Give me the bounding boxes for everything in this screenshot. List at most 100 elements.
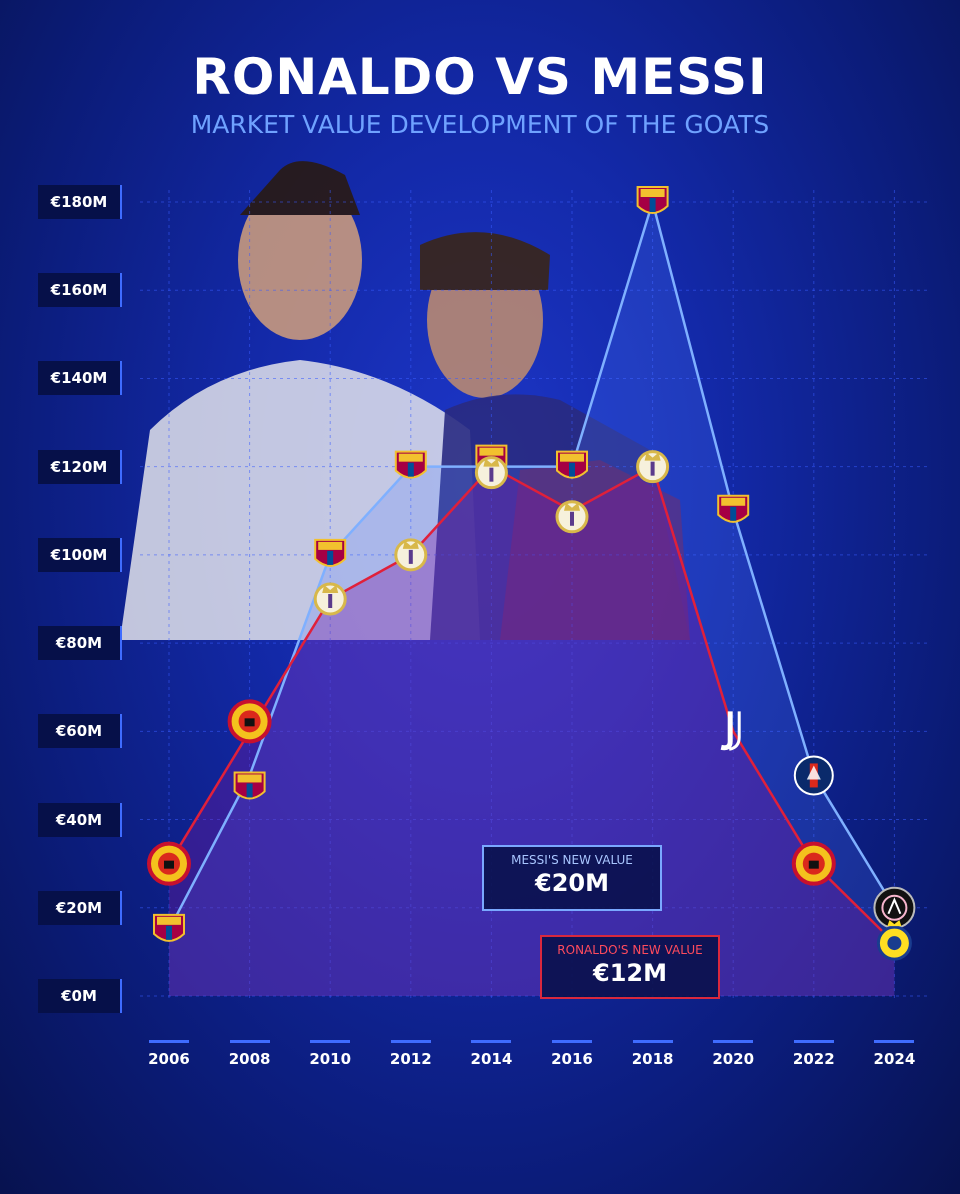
x-tick-mark <box>310 1040 351 1043</box>
inter-miami-inner <box>881 894 908 921</box>
real-madrid-band <box>408 549 413 564</box>
y-tick-label: €160M <box>38 273 122 308</box>
ronaldo-callout-value: €12M <box>593 959 667 987</box>
barcelona-band <box>157 916 181 925</box>
x-tick-mark <box>632 1040 673 1043</box>
real-madrid-badge-icon <box>636 450 670 484</box>
ronaldo-callout-label: RONALDO'S NEW VALUE <box>557 943 703 957</box>
man-utd-devil <box>808 860 819 869</box>
barcelona-stripe <box>569 462 575 477</box>
al-nassr-crown <box>887 920 902 927</box>
x-tick-label: 2010 <box>309 1050 352 1068</box>
juventus-j-right <box>728 711 741 751</box>
al-nassr-badge-icon <box>876 920 912 961</box>
page-title: RONALDO VS MESSI <box>192 48 768 106</box>
x-tick-mark <box>390 1040 431 1043</box>
ronaldo-value-callout: RONALDO'S NEW VALUE €12M <box>540 935 720 999</box>
ronaldo-head <box>238 180 362 340</box>
barcelona-band <box>479 447 504 456</box>
y-tick-label: €180M <box>38 185 122 219</box>
juventus-j-left <box>720 711 733 751</box>
x-tick-mark <box>552 1040 592 1043</box>
barcelona-stripe <box>246 783 253 798</box>
psg-badge-icon <box>793 755 834 796</box>
inter-miami-badge-icon <box>873 886 916 929</box>
barcelona-band <box>640 189 665 197</box>
x-tick-label: 2014 <box>470 1050 513 1068</box>
x-tick-mark <box>713 1040 754 1043</box>
y-tick-label: €120M <box>38 449 122 484</box>
barcelona-band <box>237 774 262 783</box>
real-madrid-crown <box>644 452 661 461</box>
ronaldo-series-line <box>167 464 896 944</box>
x-tick-mark <box>149 1040 189 1043</box>
x-tick-mark <box>471 1040 512 1043</box>
inter-miami-ring <box>873 886 916 929</box>
barcelona-band <box>560 453 584 462</box>
x-tick-mark <box>229 1040 270 1043</box>
barcelona-stripe <box>730 506 737 521</box>
real-madrid-band <box>489 467 494 482</box>
barcelona-badge-icon <box>314 538 347 567</box>
real-madrid-badge-icon <box>394 538 428 572</box>
barcelona-badge-icon <box>233 771 266 800</box>
real-madrid-crown <box>483 458 500 467</box>
real-madrid-band <box>650 461 655 476</box>
real-madrid-band <box>328 594 333 608</box>
barcelona-badge-icon <box>636 186 669 214</box>
barcelona-badge-icon <box>717 494 750 523</box>
y-tick-label: €40M <box>38 802 122 837</box>
messi-area <box>169 202 895 996</box>
real-madrid-badge-icon <box>313 582 347 616</box>
x-tick-mark <box>793 1040 834 1043</box>
barcelona-badge-icon <box>394 450 427 479</box>
real-madrid-band <box>570 511 574 526</box>
man-utd-badge-icon <box>791 841 836 886</box>
barcelona-stripe <box>407 462 414 477</box>
messi-callout-value: €20M <box>535 869 609 897</box>
real-madrid-badge-icon <box>474 456 508 490</box>
barcelona-stripe <box>327 550 334 565</box>
ronaldo-shirt <box>120 360 480 640</box>
real-madrid-crown <box>564 502 580 511</box>
barcelona-band <box>318 541 343 550</box>
x-tick-label: 2020 <box>712 1050 755 1068</box>
page-subtitle: MARKET VALUE DEVELOPMENT OF THE GOATS <box>190 110 770 139</box>
y-tick-label: €100M <box>38 537 122 572</box>
real-madrid-badge-icon <box>555 500 589 534</box>
messi-value-callout: MESSI'S NEW VALUE €20M <box>482 845 662 911</box>
y-tick-label: €60M <box>38 714 122 749</box>
psg-tower <box>806 765 821 780</box>
x-tick-label: 2006 <box>148 1050 190 1068</box>
messi-callout-label: MESSI'S NEW VALUE <box>511 853 633 867</box>
inter-miami-heron <box>887 897 902 915</box>
x-tick-label: 2024 <box>873 1050 916 1068</box>
man-utd-devil <box>164 860 174 869</box>
barcelona-stripe <box>649 198 656 212</box>
y-tick-label: €80M <box>38 626 122 661</box>
real-madrid-crown <box>322 585 339 593</box>
real-madrid-crown <box>402 540 419 549</box>
y-tick-label: €0M <box>38 979 122 1013</box>
y-tick-label: €20M <box>38 890 122 925</box>
al-nassr-core <box>887 936 902 951</box>
juventus-badge-icon <box>720 711 741 751</box>
x-tick-mark <box>874 1040 915 1043</box>
barcelona-badge-icon <box>556 450 588 479</box>
x-tick-label: 2012 <box>389 1050 432 1068</box>
x-tick-label: 2018 <box>631 1050 674 1068</box>
barcelona-badge-icon <box>153 913 185 942</box>
barcelona-band <box>398 453 423 462</box>
x-tick-label: 2008 <box>228 1050 271 1068</box>
barcelona-stripe <box>166 925 172 940</box>
x-tick-label: 2022 <box>792 1050 835 1068</box>
man-utd-badge-icon <box>147 841 191 886</box>
barcelona-band <box>721 497 746 506</box>
man-utd-badge-icon <box>227 699 272 744</box>
y-tick-label: €140M <box>38 361 122 396</box>
x-tick-label: 2016 <box>551 1050 593 1068</box>
man-utd-devil <box>244 718 255 727</box>
ronaldo-area <box>169 466 895 997</box>
